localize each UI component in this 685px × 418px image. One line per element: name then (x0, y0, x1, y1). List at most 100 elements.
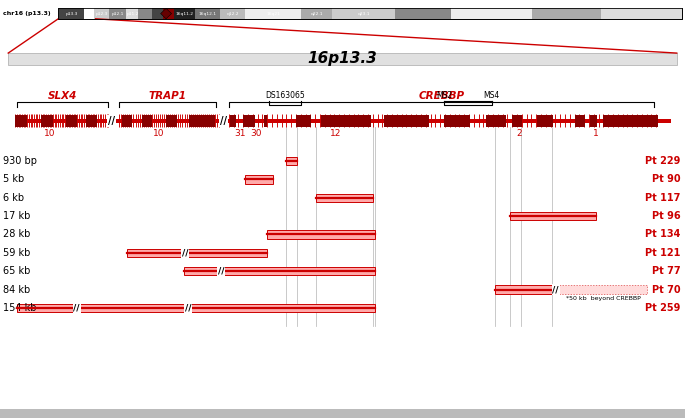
Bar (17, 304, 77, 312)
Bar (245, 175, 273, 184)
Text: 1: 1 (593, 129, 599, 138)
Bar (127, 249, 185, 257)
Text: 930 bp: 930 bp (3, 156, 38, 166)
Text: 12: 12 (330, 129, 341, 138)
Bar (512, 115, 522, 127)
Bar (95, 8, 110, 19)
Text: p13.3: p13.3 (65, 12, 77, 15)
Bar (0, 409, 685, 418)
Text: //: // (220, 116, 227, 126)
Bar (173, 8, 195, 19)
Bar (221, 267, 375, 275)
Bar (559, 285, 647, 294)
Text: Pt 121: Pt 121 (645, 248, 680, 258)
Bar (66, 115, 77, 127)
Bar (15, 119, 671, 123)
Bar (537, 115, 553, 127)
Bar (188, 304, 375, 312)
Text: 84 kb: 84 kb (3, 285, 31, 295)
Text: MS4: MS4 (484, 91, 500, 100)
Bar (384, 115, 429, 127)
Bar (316, 194, 373, 202)
Bar (286, 157, 297, 165)
Bar (296, 115, 311, 127)
Text: p12.1: p12.1 (111, 12, 123, 15)
Text: Pt 259: Pt 259 (645, 303, 680, 313)
Bar (601, 8, 682, 19)
Text: 16q11.2: 16q11.2 (175, 12, 193, 15)
Text: 16q12.1: 16q12.1 (199, 12, 217, 15)
Text: 59 kb: 59 kb (3, 248, 31, 258)
Text: TRAP1: TRAP1 (149, 91, 187, 101)
Bar (122, 115, 132, 127)
Bar (138, 8, 151, 19)
Bar (185, 249, 267, 257)
Text: 10: 10 (44, 129, 55, 138)
Text: q12.2: q12.2 (227, 12, 239, 15)
Text: //: // (185, 303, 192, 313)
Bar (264, 115, 267, 127)
Text: p11.2: p11.2 (126, 12, 138, 15)
Text: Pt 96: Pt 96 (651, 211, 680, 221)
Text: Pt 70: Pt 70 (651, 285, 680, 295)
Bar (184, 267, 221, 275)
Bar (510, 212, 596, 220)
Text: 10: 10 (153, 129, 164, 138)
Bar (532, 8, 601, 19)
Bar (321, 115, 371, 127)
Bar (15, 115, 27, 127)
Text: 28 kb: 28 kb (3, 229, 31, 240)
Bar (590, 115, 597, 127)
Text: Pt 77: Pt 77 (651, 266, 680, 276)
Bar (125, 8, 138, 19)
Text: Pt 229: Pt 229 (645, 156, 680, 166)
Text: *50 kb  beyond CREBBP: *50 kb beyond CREBBP (566, 296, 640, 301)
Text: 65 kb: 65 kb (3, 266, 31, 276)
Bar (77, 304, 188, 312)
Bar (245, 8, 301, 19)
Text: q22.1: q22.1 (311, 12, 323, 15)
Bar (189, 115, 215, 127)
Text: 17 kb: 17 kb (3, 211, 31, 221)
Bar (267, 230, 375, 239)
Text: 16p13.3: 16p13.3 (308, 51, 377, 66)
Bar (142, 115, 152, 127)
Polygon shape (160, 8, 171, 19)
Text: //: // (218, 267, 225, 276)
Text: 6 kb: 6 kb (3, 193, 25, 203)
Bar (243, 115, 255, 127)
Bar (110, 8, 125, 19)
Text: 30: 30 (251, 129, 262, 138)
Text: 2: 2 (516, 129, 522, 138)
Text: //: // (108, 116, 115, 126)
Text: Pt 134: Pt 134 (645, 229, 680, 240)
Text: SLX4: SLX4 (48, 91, 77, 101)
Text: //: // (552, 285, 559, 294)
Bar (163, 8, 173, 19)
Bar (58, 8, 84, 19)
Text: //: // (73, 303, 80, 313)
Bar (444, 115, 470, 127)
Text: 154 kb: 154 kb (3, 303, 37, 313)
Text: MS2: MS2 (436, 91, 452, 100)
Bar (301, 8, 332, 19)
Bar (58, 8, 682, 19)
Bar (195, 8, 221, 19)
Bar (451, 8, 532, 19)
Text: CREBBP: CREBBP (419, 91, 464, 101)
Bar (41, 115, 53, 127)
Bar (152, 8, 163, 19)
Bar (58, 8, 682, 19)
Text: 5 kb: 5 kb (3, 174, 25, 184)
Text: 31: 31 (234, 129, 245, 138)
Bar (603, 115, 658, 127)
Text: Pt 117: Pt 117 (645, 193, 680, 203)
Bar (166, 115, 177, 127)
Text: q23.1: q23.1 (358, 12, 370, 15)
Bar (84, 8, 95, 19)
Bar (575, 115, 585, 127)
Text: //: // (182, 248, 188, 257)
Bar (495, 285, 552, 294)
Bar (86, 115, 97, 127)
Text: 16q21: 16q21 (266, 12, 280, 15)
